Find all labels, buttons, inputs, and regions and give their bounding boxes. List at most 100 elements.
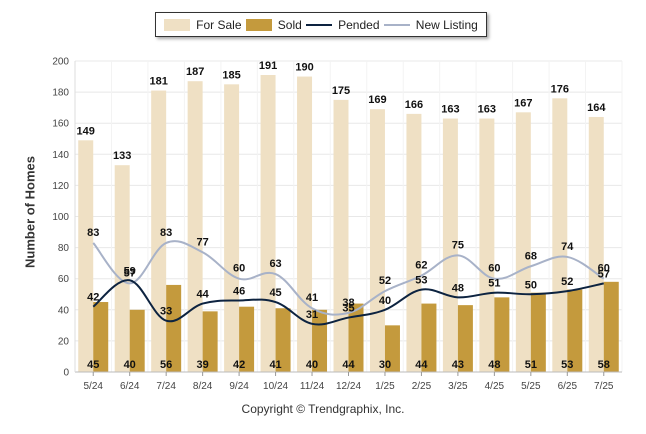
- legend-item-new-listing[interactable]: New Listing: [383, 17, 478, 32]
- for-sale-bar: [260, 74, 276, 373]
- x-tick-label: 8/24: [193, 381, 213, 392]
- for-sale-value-label: 181: [149, 76, 167, 88]
- pended-value-label: 35: [342, 303, 354, 315]
- new-listing-value-label: 60: [488, 263, 500, 275]
- sold-value-label: 58: [598, 359, 610, 371]
- for-sale-value-label: 166: [405, 99, 423, 111]
- sold-bar: [384, 325, 400, 372]
- pended-value-label: 45: [269, 287, 281, 299]
- x-tick-label: 10/24: [263, 381, 288, 392]
- pended-value-label: 40: [379, 295, 391, 307]
- for-sale-bar: [114, 165, 130, 372]
- for-sale-value-label: 190: [295, 62, 313, 74]
- legend-label-sold: Sold: [277, 17, 302, 32]
- sold-value-label: 45: [87, 359, 99, 371]
- for-sale-bar: [369, 109, 385, 372]
- sold-value-label: 39: [197, 359, 209, 371]
- for-sale-value-label: 176: [551, 83, 569, 95]
- legend-item-pended[interactable]: Pended: [306, 17, 380, 32]
- x-tick-label: 5/25: [521, 381, 541, 392]
- for-sale-bar: [406, 113, 422, 373]
- x-tick-label: 9/24: [229, 381, 249, 392]
- bars: [78, 74, 619, 373]
- chart-legend: For Sale Sold Pended New Listing: [155, 12, 487, 37]
- sold-value-label: 56: [160, 359, 172, 371]
- sold-swatch: [245, 18, 272, 31]
- sold-bar: [239, 306, 255, 372]
- axes: 0 20 40 60 80 100 120 140 160 180 200 5/24 6/24 7/24 8…: [52, 57, 622, 392]
- sold-value-label: 41: [269, 359, 281, 371]
- x-tick-label: 2/25: [412, 381, 432, 392]
- y-tick-label: 160: [52, 119, 69, 130]
- sold-bar: [275, 308, 291, 372]
- sold-value-label: 48: [488, 359, 500, 371]
- lines: [92, 240, 605, 326]
- sold-bar: [530, 292, 546, 372]
- for-sale-bar: [151, 90, 167, 373]
- pended-value-label: 31: [306, 309, 318, 321]
- y-tick-label: 60: [58, 274, 70, 285]
- x-tick-label: 5/24: [83, 381, 103, 392]
- new-listing-value-label: 60: [598, 263, 610, 275]
- pended-value-label: 33: [160, 306, 172, 318]
- sold-value-label: 40: [306, 359, 318, 371]
- x-tick-label: 6/25: [558, 381, 578, 392]
- pended-value-label: 59: [124, 265, 136, 277]
- for-sale-value-label: 163: [478, 104, 496, 116]
- sold-bar: [129, 309, 145, 372]
- pended-value-label: 51: [488, 278, 500, 290]
- legend-label-pended: Pended: [338, 17, 380, 32]
- pended-value-label: 48: [452, 282, 464, 294]
- for-sale-bar: [333, 99, 349, 372]
- for-sale-bar: [479, 118, 495, 372]
- y-tick-label: 100: [52, 212, 69, 223]
- new-listing-value-label: 63: [269, 258, 281, 270]
- for-sale-value-label: 187: [186, 66, 204, 78]
- legend-item-sold[interactable]: Sold: [245, 17, 302, 32]
- new-listing-value-label: 62: [415, 260, 427, 272]
- sold-value-label: 44: [342, 359, 355, 371]
- sold-value-label: 51: [525, 359, 537, 371]
- y-tick-label: 120: [52, 181, 69, 192]
- new-listing-value-label: 60: [233, 263, 245, 275]
- pended-value-label: 50: [525, 279, 537, 291]
- y-tick-label: 140: [52, 150, 69, 161]
- sold-value-label: 42: [233, 359, 245, 371]
- for-sale-swatch: [164, 18, 191, 31]
- y-tick-label: 80: [58, 243, 70, 254]
- for-sale-value-label: 175: [332, 85, 350, 97]
- for-sale-value-label: 163: [441, 104, 459, 116]
- new-listing-value-label: 52: [379, 275, 391, 287]
- for-sale-value-label: 149: [77, 125, 95, 137]
- legend-item-for-sale[interactable]: For Sale: [164, 17, 242, 32]
- legend-label-for-sale: For Sale: [196, 17, 242, 32]
- x-tick-label: 11/24: [300, 381, 325, 392]
- for-sale-value-label: 167: [514, 97, 532, 109]
- x-tick-label: 7/25: [594, 381, 614, 392]
- new-listing-value-label: 68: [525, 250, 537, 262]
- new-listing-value-label: 57: [124, 267, 136, 279]
- data-labels: 1494583421334057591815683331873977441854…: [77, 60, 610, 371]
- new-listing-value-label: 75: [452, 239, 464, 251]
- x-tick-label: 4/25: [485, 381, 505, 392]
- for-sale-bar: [552, 98, 568, 372]
- for-sale-bar: [224, 84, 240, 372]
- for-sale-bar: [588, 116, 604, 372]
- x-tick-label: 1/25: [375, 381, 395, 392]
- pended-value-label: 53: [415, 275, 427, 287]
- y-tick-label: 180: [52, 88, 69, 99]
- new-listing-value-label: 77: [197, 236, 209, 248]
- for-sale-value-label: 169: [368, 94, 386, 106]
- pended-value-label: 44: [197, 289, 210, 301]
- sold-bar: [202, 311, 218, 372]
- sold-value-label: 53: [561, 359, 573, 371]
- for-sale-bar: [297, 76, 313, 373]
- new-listing-swatch: [383, 23, 410, 26]
- y-tick-label: 0: [63, 368, 69, 379]
- new-listing-value-label: 83: [87, 227, 99, 239]
- legend-label-new-listing: New Listing: [415, 17, 478, 32]
- x-tick-label: 6/24: [120, 381, 140, 392]
- x-tick-label: 12/24: [336, 381, 361, 392]
- copyright-text: Copyright © Trendgraphix, Inc.: [241, 402, 405, 416]
